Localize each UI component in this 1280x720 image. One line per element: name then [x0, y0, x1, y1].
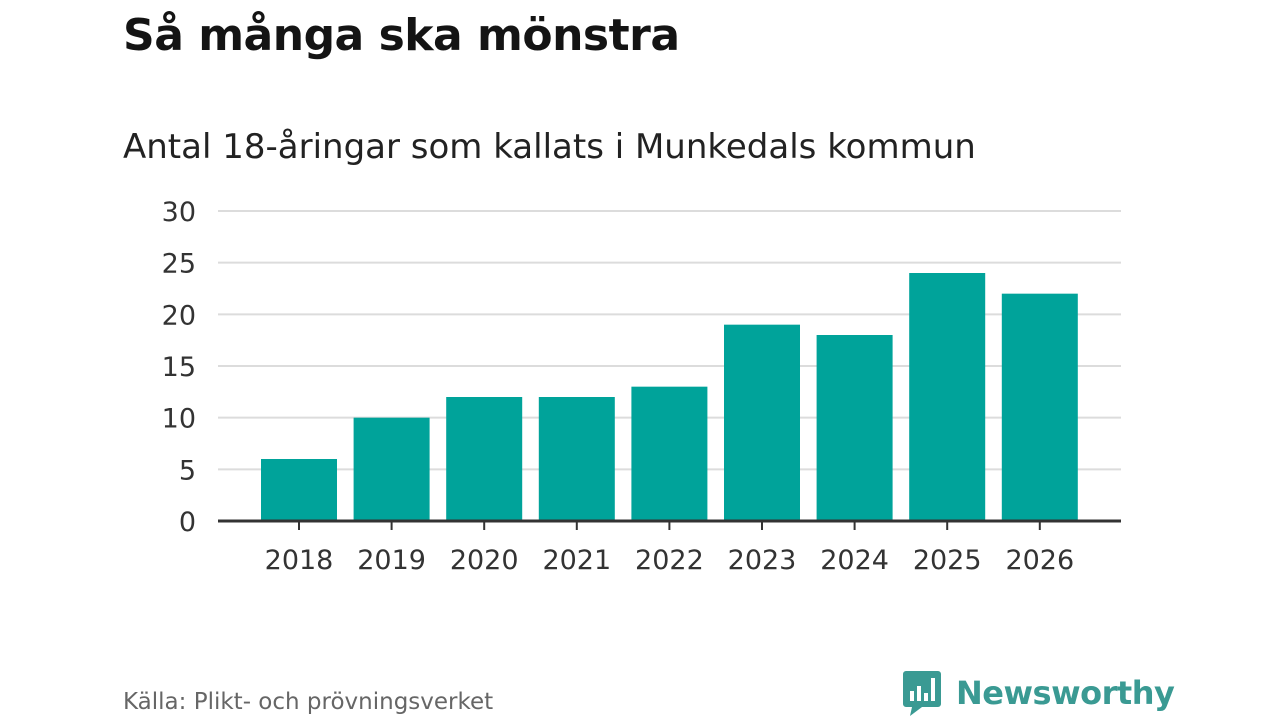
- x-tick-label: 2026: [1005, 545, 1074, 576]
- bar-2018: [261, 459, 337, 521]
- bar-2025: [909, 273, 986, 521]
- bar-2020: [446, 397, 523, 521]
- x-tick-label: 2023: [728, 545, 797, 576]
- y-tick-label: 10: [162, 404, 196, 435]
- source-note: Källa: Plikt- och prövningsverket: [123, 689, 494, 715]
- chart-title: Så många ska mönstra: [123, 10, 680, 61]
- x-axis-tick-labels: 2018 2019 2020 2021 2022 2023 2024 2025 2026: [265, 545, 1075, 576]
- brand-name: Newsworthy: [956, 674, 1175, 712]
- newsworthy-logo: Newsworthy: [902, 668, 1175, 718]
- y-tick-label: 15: [162, 352, 196, 383]
- bar-2022: [631, 386, 708, 521]
- bar-2026: [1001, 293, 1078, 521]
- y-tick-label: 20: [162, 300, 196, 331]
- bar-2021: [538, 397, 615, 521]
- bar-chart-speech-bubble-icon: [903, 671, 941, 716]
- chart-subtitle: Antal 18-åringar som kallats i Munkedals…: [123, 127, 976, 167]
- x-tick-label: 2021: [542, 545, 611, 576]
- bar-2019: [353, 417, 430, 521]
- x-tick-label: 2018: [265, 545, 334, 576]
- bar-2023: [724, 324, 800, 521]
- x-axis: [218, 519, 1121, 530]
- y-tick-label: 30: [162, 197, 196, 228]
- bar-2024: [816, 335, 893, 521]
- x-tick-label: 2025: [913, 545, 982, 576]
- x-tick-label: 2020: [450, 545, 519, 576]
- bars: [261, 273, 1078, 521]
- x-tick-label: 2022: [635, 545, 704, 576]
- y-tick-label: 0: [179, 507, 196, 538]
- y-axis-tick-labels: 0 5 10 15 20 25 30: [162, 197, 196, 538]
- x-tick-label: 2024: [820, 545, 889, 576]
- y-tick-label: 25: [162, 249, 196, 280]
- x-tick-label: 2019: [357, 545, 426, 576]
- y-tick-label: 5: [179, 455, 196, 486]
